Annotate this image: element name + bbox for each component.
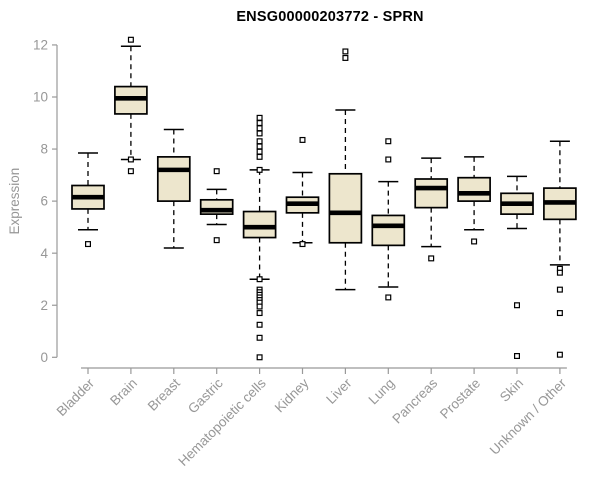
iqr-box [457,176,491,202]
outlier-point [127,156,134,163]
boxplot-gastric [199,168,234,244]
boxplot-bladder [71,152,105,248]
x-tick-label: Pancreas [389,375,440,426]
x-tick-label: Prostate [437,376,483,422]
outlier-point [256,166,263,173]
outlier-point [213,237,220,244]
y-tick-label: 0 [40,350,48,365]
outlier-point [513,302,520,309]
outlier-point [299,136,306,143]
boxplot-pancreas [414,157,449,262]
x-tick-label: Lung [366,376,398,408]
x-tick-label: Liver [323,375,355,407]
boxplot-brain [114,36,148,175]
iqr-box [328,172,363,244]
outlier-point [256,125,263,132]
y-axis-title: Expression [7,168,22,235]
outlier-point [256,130,263,137]
outlier-point [385,294,392,301]
outlier-point [556,269,563,276]
outlier-point [256,120,263,127]
outlier-point [256,153,263,160]
outlier-point [256,138,263,145]
y-tick-label: 6 [40,194,48,209]
boxplot-liver [328,48,363,291]
boxplot-kidney [285,136,320,248]
iqr-box [242,210,277,239]
outlier-point [256,310,263,317]
x-tick-label: Unknown / Other [487,375,570,458]
y-tick-label: 4 [40,246,48,261]
outlier-point [342,48,349,55]
x-tick-label: Bladder [54,375,98,419]
boxplot-prostate [457,156,491,245]
outlier-point [471,238,478,245]
outlier-point [385,138,392,145]
outlier-point [127,168,134,175]
y-tick-label: 2 [40,298,48,313]
x-tick-label: Skin [497,376,526,405]
outlier-point [299,241,306,248]
outlier-point [556,351,563,358]
iqr-box [414,178,449,209]
boxplot-breast [156,128,191,249]
outlier-point [256,321,263,328]
boxplot-skin [500,175,534,359]
outlier-point [556,310,563,317]
x-tick-label: Breast [145,375,183,413]
outlier-point [513,352,520,359]
y-tick-label: 12 [33,38,48,53]
outlier-point [256,114,263,121]
outlier-point [127,36,134,43]
outlier-point [256,303,263,310]
outlier-point [256,276,263,283]
outlier-point [213,168,220,175]
y-tick-label: 10 [33,90,48,105]
x-tick-label: Brain [107,376,140,409]
outlier-point [84,241,91,248]
outlier-point [556,286,563,293]
outlier-point [256,334,263,341]
chart-title: ENSG00000203772 - SPRN [236,9,424,25]
outlier-point [428,255,435,262]
iqr-box [156,156,191,202]
boxplot-hematopoietic-cells [242,114,277,361]
x-tick-label: Kidney [272,375,312,415]
outlier-point [256,354,263,361]
boxplot-lung [371,138,406,301]
outlier-point [342,54,349,61]
y-tick-label: 8 [40,142,48,157]
iqr-box [371,214,406,247]
x-tick-label: Gastric [185,375,226,416]
outlier-point [256,148,263,155]
boxplot-unknown-other [543,140,577,358]
outlier-point [256,143,263,150]
outlier-point [385,156,392,163]
